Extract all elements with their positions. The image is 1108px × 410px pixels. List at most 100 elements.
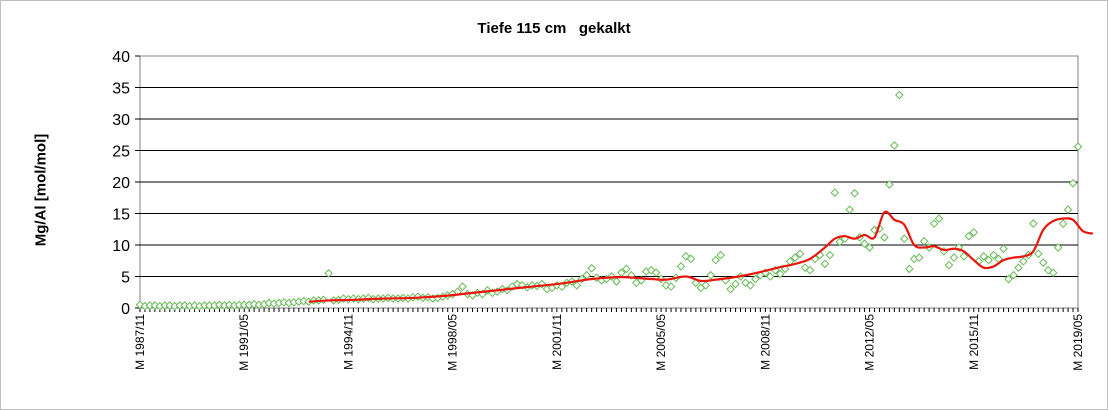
data-point xyxy=(1073,142,1083,152)
data-point xyxy=(249,299,259,309)
data-point xyxy=(880,233,889,242)
data-point xyxy=(190,301,199,310)
data-point xyxy=(890,141,899,150)
data-point xyxy=(572,281,582,290)
data-point xyxy=(686,254,696,264)
data-point xyxy=(825,250,835,260)
data-point xyxy=(180,301,189,310)
data-point xyxy=(775,269,785,279)
data-point xyxy=(587,264,596,273)
data-point xyxy=(860,239,869,249)
data-point xyxy=(885,180,894,189)
data-point xyxy=(299,296,309,306)
data-point xyxy=(984,255,993,265)
data-point xyxy=(150,301,160,310)
x-tick-label: M 2008/11 xyxy=(758,314,772,370)
data-point xyxy=(557,282,567,291)
data-point xyxy=(820,259,830,269)
data-point xyxy=(969,228,979,237)
x-axis-ticks: M 1987/11 M 1991/05 M 1994/11 M 1998/05 M 20… xyxy=(133,308,1085,371)
data-point xyxy=(324,269,333,278)
data-point xyxy=(711,255,721,265)
data-point xyxy=(989,250,998,260)
x-tick-label: M 2001/11 xyxy=(550,314,564,370)
y-tick-label: 35 xyxy=(112,81,130,98)
data-point xyxy=(701,281,711,290)
y-tick-label: 40 xyxy=(112,49,130,66)
data-point xyxy=(627,270,636,280)
data-point xyxy=(895,90,904,100)
data-point xyxy=(458,282,467,291)
data-point xyxy=(746,281,755,290)
data-point xyxy=(865,243,874,252)
x-tick-label: M 1987/11 xyxy=(133,314,147,370)
data-point xyxy=(1063,205,1073,215)
data-point xyxy=(1019,257,1028,266)
data-point xyxy=(1014,263,1023,272)
y-tick-label: 15 xyxy=(112,207,130,224)
y-axis-ticks: 0 5 10 15 20 25 30 35 40 xyxy=(112,49,140,318)
data-point xyxy=(363,293,373,303)
data-point xyxy=(1068,178,1078,188)
data-point xyxy=(726,284,735,294)
x-tick-label: M 2019/05 xyxy=(1071,314,1085,371)
data-point xyxy=(1058,219,1068,228)
data-point xyxy=(929,219,939,228)
y-tick-label: 10 xyxy=(112,238,130,255)
x-tick-label: M 2005/05 xyxy=(654,314,668,371)
data-point xyxy=(731,279,740,289)
data-point xyxy=(964,231,974,241)
x-tick-label: M 2012/05 xyxy=(863,314,877,371)
x-tick-label: M 1994/11 xyxy=(341,314,355,370)
data-point xyxy=(741,278,750,288)
data-point xyxy=(751,274,760,284)
data-point xyxy=(279,298,289,307)
data-point xyxy=(651,268,661,278)
y-tick-label: 30 xyxy=(112,112,130,129)
x-tick-label: M 2015/11 xyxy=(967,314,981,370)
data-point xyxy=(795,249,805,259)
data-point xyxy=(666,282,676,291)
data-point xyxy=(225,300,234,310)
data-point xyxy=(135,300,145,310)
data-point xyxy=(875,224,884,233)
data-point xyxy=(805,265,815,275)
data-point xyxy=(264,298,274,308)
data-point xyxy=(899,234,909,244)
data-point xyxy=(1004,274,1013,284)
trend-line-series xyxy=(308,210,1094,303)
data-point xyxy=(1029,219,1038,228)
data-point xyxy=(765,272,775,281)
data-point xyxy=(1053,243,1063,252)
data-point xyxy=(577,274,587,284)
data-point xyxy=(944,260,954,270)
data-point xyxy=(1009,270,1018,280)
data-point xyxy=(676,262,686,271)
data-point xyxy=(1033,249,1043,259)
data-point xyxy=(681,252,691,261)
data-point xyxy=(914,253,924,262)
data-point xyxy=(999,244,1008,254)
data-point xyxy=(165,301,175,310)
data-point xyxy=(215,300,224,310)
y-tick-label: 0 xyxy=(121,301,130,318)
data-point xyxy=(904,264,914,274)
x-tick-label: M 1991/05 xyxy=(237,314,251,371)
data-point xyxy=(949,253,959,262)
data-point xyxy=(612,277,621,286)
moving-average-line xyxy=(308,210,1094,303)
data-point xyxy=(706,270,716,280)
data-point xyxy=(979,252,989,261)
data-point xyxy=(934,214,944,223)
data-point xyxy=(716,250,725,260)
data-point xyxy=(1038,258,1048,267)
data-point xyxy=(790,253,800,262)
data-point xyxy=(850,189,859,198)
y-tick-label: 5 xyxy=(121,270,130,287)
data-point xyxy=(959,252,969,261)
data-point xyxy=(919,236,929,246)
y-tick-label: 25 xyxy=(112,144,130,161)
data-point xyxy=(339,294,348,303)
